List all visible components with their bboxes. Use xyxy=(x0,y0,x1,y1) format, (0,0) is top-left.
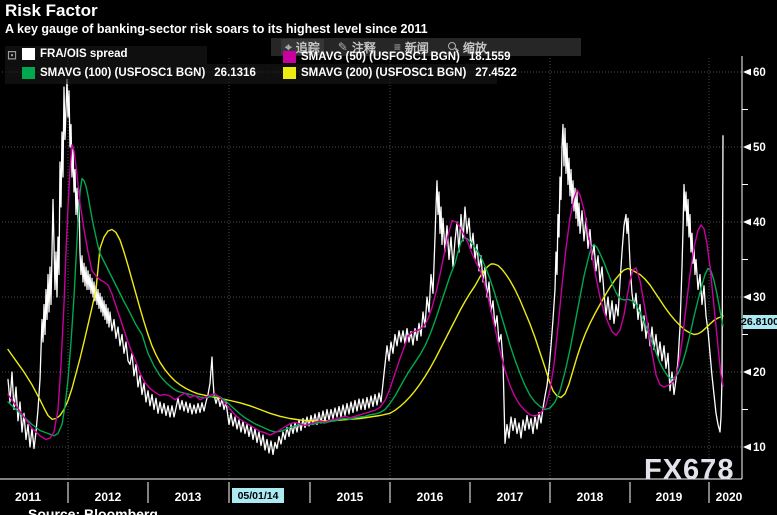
annotate-pencil-icon: ✎ xyxy=(337,40,348,54)
toolbar-news-label: 新闻 xyxy=(404,40,429,55)
svg-text:10: 10 xyxy=(753,442,766,454)
page-title: Risk Factor xyxy=(5,1,98,20)
legend-label: SMAVG (100) (USFOSC1 BGN) xyxy=(40,67,206,79)
svg-text:2015: 2015 xyxy=(337,490,364,504)
svg-text:2018: 2018 xyxy=(577,490,604,504)
series-line-3 xyxy=(7,144,724,441)
toolbar-annotate-label: 注释 xyxy=(351,40,376,55)
legend-item-smavg-50[interactable]: SMAVG (50) (USFOSC1 BGN) 18.1559 xyxy=(283,51,510,63)
toolbar-zoom-button[interactable]: 缩放 xyxy=(443,39,491,55)
series-line-1 xyxy=(7,228,724,422)
y-axis-labels: 60 50 40 30 20 10 xyxy=(742,67,766,454)
smavg-50-swatch-icon xyxy=(283,51,296,63)
svg-text:40: 40 xyxy=(753,217,766,229)
legend-value: 18.1559 xyxy=(468,51,511,63)
series-line-0 xyxy=(7,78,724,456)
svg-text:2016: 2016 xyxy=(417,490,444,504)
legend-item-smavg-100[interactable]: SMAVG (100) (USFOSC1 BGN) 26.1316 xyxy=(22,67,256,79)
svg-text:2020: 2020 xyxy=(716,490,743,504)
zoom-magnifier-icon xyxy=(447,41,459,53)
crosshair-value-label: 26.8100 xyxy=(741,315,777,329)
svg-text:2019: 2019 xyxy=(656,490,683,504)
legend-row-1: FRA/OIS spread xyxy=(5,46,207,64)
series-line-2 xyxy=(7,177,724,437)
legend-label: SMAVG (200) (USFOSC1 BGN) xyxy=(301,67,467,79)
chart-subtitle: A key gauge of banking-sector risk soars… xyxy=(5,22,428,36)
legend-row-2: SMAVG (100) (USFOSC1 BGN) 26.1316 SMAVG … xyxy=(5,64,517,84)
legend-label: SMAVG (50) (USFOSC1 BGN) xyxy=(301,51,460,63)
toolbar-news-button[interactable]: ≡ 新闻 xyxy=(390,39,433,55)
series-lines xyxy=(7,78,724,456)
svg-text:20: 20 xyxy=(753,367,766,379)
toolbar-annotate-button[interactable]: ✎ 注释 xyxy=(334,39,380,55)
crosshair-date-label: 05/01/14 xyxy=(232,488,284,503)
svg-text:2013: 2013 xyxy=(175,490,202,504)
fx678-watermark: FX678 xyxy=(644,454,735,486)
chart-toolbar: ⌖ 追踪 ✎ 注释 ≡ 新闻 缩放 xyxy=(271,38,581,56)
svg-text:2017: 2017 xyxy=(497,490,524,504)
track-crosshair-icon: ⌖ xyxy=(285,40,292,54)
svg-text:2011: 2011 xyxy=(15,490,41,504)
fra-ois-swatch-icon xyxy=(22,48,35,60)
toolbar-zoom-label: 缩放 xyxy=(462,40,487,55)
svg-text:30: 30 xyxy=(753,292,766,304)
legend-label: FRA/OIS spread xyxy=(40,48,128,60)
source-caption: Source: Bloomberg xyxy=(28,506,158,515)
smavg-100-swatch-icon xyxy=(22,67,35,79)
smavg-200-swatch-icon xyxy=(283,67,296,79)
legend-item-fra-ois[interactable]: FRA/OIS spread xyxy=(22,48,128,60)
axes xyxy=(0,56,743,480)
svg-text:2012: 2012 xyxy=(95,490,122,504)
gridlines xyxy=(2,58,742,479)
toolbar-track-label: 追踪 xyxy=(295,40,320,55)
news-list-icon: ≡ xyxy=(393,40,401,54)
legend-value: 26.1316 xyxy=(214,67,256,79)
legend-value: 27.4522 xyxy=(475,67,517,79)
legend-item-smavg-200[interactable]: SMAVG (200) (USFOSC1 BGN) 27.4522 xyxy=(283,67,517,79)
x-axis-labels: 2011 2012 2013 2015 2016 2017 2018 2019 2020 xyxy=(15,482,743,504)
chart-pin-icon[interactable]: ⊡ xyxy=(7,48,18,62)
svg-text:50: 50 xyxy=(753,142,766,154)
svg-text:60: 60 xyxy=(753,67,766,79)
